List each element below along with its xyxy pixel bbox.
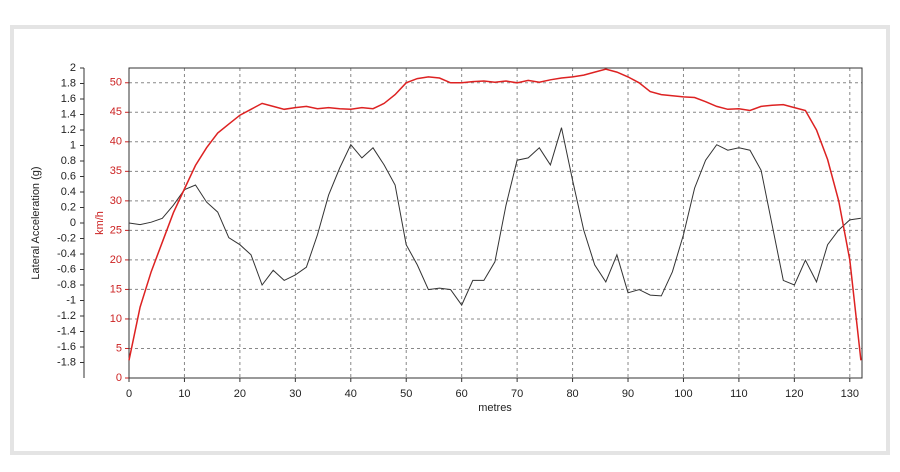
- y2-tick-label: 5: [116, 342, 122, 354]
- x-tick-label: 0: [126, 388, 132, 400]
- y2-tick-label: 50: [110, 77, 122, 89]
- y-tick-label: 0.2: [61, 201, 76, 213]
- y2-tick-label: 45: [110, 106, 122, 118]
- y2-tick-label: 40: [110, 136, 122, 148]
- y-tick-label: 0.6: [61, 170, 76, 182]
- y-tick-label: 0: [70, 217, 76, 229]
- x-tick-label: 80: [566, 388, 578, 400]
- y-tick-label: 0.8: [61, 155, 76, 167]
- y-tick-label: -0.8: [57, 279, 76, 291]
- y-tick-label: -0.4: [57, 248, 76, 260]
- y2-tick-label: 35: [110, 165, 122, 177]
- y-tick-label: 1.8: [61, 77, 76, 89]
- y2-axis-label: km/h: [94, 211, 106, 235]
- x-tick-label: 30: [289, 388, 301, 400]
- data-line: [128, 68, 862, 361]
- frame: [10, 25, 890, 455]
- y-tick-label: -1.6: [57, 341, 76, 353]
- x-tick-label: 40: [345, 388, 357, 400]
- x-tick-label: 10: [178, 388, 190, 400]
- y-tick-label: -1.2: [57, 310, 76, 322]
- y-tick-label: 1.2: [61, 124, 76, 136]
- x-tick-label: 50: [400, 388, 412, 400]
- y2-tick-label: 30: [110, 195, 122, 207]
- y2-tick-label: 0: [116, 372, 122, 384]
- y-tick-label: -1.8: [57, 356, 76, 368]
- x-tick-label: 90: [622, 388, 634, 400]
- y-tick-label: -0.2: [57, 232, 76, 244]
- x-tick-label: 20: [234, 388, 246, 400]
- x-tick-label: 120: [785, 388, 803, 400]
- x-tick-label: 130: [841, 388, 859, 400]
- y-tick-label: -0.6: [57, 263, 76, 275]
- x-tick-label: 110: [730, 388, 748, 400]
- y-axis-label: Lateral Acceleration (g): [30, 166, 42, 279]
- x-tick-label: 70: [511, 388, 523, 400]
- y2-tick-label: 15: [110, 283, 122, 295]
- y-tick-label: -1.4: [57, 325, 76, 337]
- x-tick-label: 60: [456, 388, 468, 400]
- x-tick-label: 100: [674, 388, 692, 400]
- y2-tick-label: 20: [110, 254, 122, 266]
- y-tick-label: 1.4: [61, 108, 76, 120]
- data-line: [128, 127, 861, 307]
- y-tick-label: 1.6: [61, 93, 76, 105]
- y-tick-label: 1: [70, 139, 76, 151]
- y-tick-label: 0.4: [61, 186, 76, 198]
- y-tick-label: 2: [70, 62, 76, 74]
- y2-tick-label: 25: [110, 224, 122, 236]
- y2-tick-label: 10: [110, 313, 122, 325]
- y-tick-label: -1: [66, 294, 76, 306]
- x-axis-label: metres: [478, 402, 512, 414]
